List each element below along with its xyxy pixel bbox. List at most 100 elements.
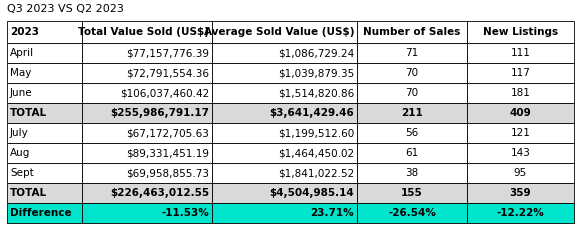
Bar	[212, 83, 357, 103]
Text: $1,514,820.86: $1,514,820.86	[278, 88, 354, 98]
Text: $69,958,855.73: $69,958,855.73	[126, 168, 209, 178]
Text: $106,037,460.42: $106,037,460.42	[120, 88, 209, 98]
Bar	[7, 43, 82, 63]
Text: New Listings: New Listings	[483, 27, 558, 37]
Bar	[82, 143, 212, 163]
Bar	[7, 163, 82, 183]
Bar	[467, 163, 574, 183]
Bar	[82, 183, 212, 203]
Text: $77,157,776.39: $77,157,776.39	[126, 48, 209, 58]
Bar	[7, 63, 82, 83]
Text: -12.22%: -12.22%	[496, 208, 544, 218]
Text: Average Sold Value (US$): Average Sold Value (US$)	[204, 27, 354, 37]
Text: 71: 71	[406, 48, 418, 58]
Text: 121: 121	[510, 128, 530, 138]
Text: $1,039,879.35: $1,039,879.35	[278, 68, 354, 78]
Bar	[7, 103, 82, 123]
Text: 359: 359	[510, 188, 531, 198]
Text: May: May	[10, 68, 31, 78]
Text: 155: 155	[401, 188, 423, 198]
Bar	[357, 43, 467, 63]
Bar	[357, 143, 467, 163]
Text: 143: 143	[510, 148, 530, 158]
Text: Difference: Difference	[10, 208, 72, 218]
Text: $226,463,012.55: $226,463,012.55	[110, 188, 209, 198]
Bar	[467, 123, 574, 143]
Bar	[82, 103, 212, 123]
Bar	[467, 143, 574, 163]
Bar	[82, 203, 212, 223]
Text: -26.54%: -26.54%	[388, 208, 436, 218]
Bar	[357, 203, 467, 223]
Bar	[7, 21, 82, 43]
Text: Q3 2023 VS Q2 2023: Q3 2023 VS Q2 2023	[7, 4, 124, 14]
Bar	[467, 103, 574, 123]
Text: TOTAL: TOTAL	[10, 108, 47, 118]
Text: Total Value Sold (US$): Total Value Sold (US$)	[78, 27, 209, 37]
Bar	[82, 163, 212, 183]
Bar	[212, 203, 357, 223]
Bar	[467, 63, 574, 83]
Bar	[357, 183, 467, 203]
Bar	[212, 123, 357, 143]
Bar	[467, 203, 574, 223]
Bar	[212, 163, 357, 183]
Text: Sept: Sept	[10, 168, 34, 178]
Text: $1,199,512.60: $1,199,512.60	[278, 128, 354, 138]
Text: $89,331,451.19: $89,331,451.19	[126, 148, 209, 158]
Text: 111: 111	[510, 48, 530, 58]
Bar	[82, 21, 212, 43]
Text: $3,641,429.46: $3,641,429.46	[269, 108, 354, 118]
Bar	[212, 103, 357, 123]
Text: 95: 95	[514, 168, 527, 178]
Bar	[7, 143, 82, 163]
Bar	[357, 63, 467, 83]
Bar	[357, 83, 467, 103]
Text: 70: 70	[406, 88, 418, 98]
Bar	[467, 83, 574, 103]
Text: $4,504,985.14: $4,504,985.14	[269, 188, 354, 198]
Text: Aug: Aug	[10, 148, 30, 158]
Text: April: April	[10, 48, 34, 58]
Bar	[82, 83, 212, 103]
Text: 61: 61	[406, 148, 418, 158]
Text: 38: 38	[406, 168, 418, 178]
Bar	[212, 183, 357, 203]
Bar	[357, 103, 467, 123]
Bar	[7, 123, 82, 143]
Bar	[82, 63, 212, 83]
Bar	[357, 21, 467, 43]
Bar	[467, 183, 574, 203]
Bar	[7, 83, 82, 103]
Text: 23.71%: 23.71%	[310, 208, 354, 218]
Bar	[357, 123, 467, 143]
Text: 117: 117	[510, 68, 530, 78]
Text: $67,172,705.63: $67,172,705.63	[126, 128, 209, 138]
Text: $1,464,450.02: $1,464,450.02	[278, 148, 354, 158]
Text: Number of Sales: Number of Sales	[363, 27, 461, 37]
Text: 56: 56	[406, 128, 418, 138]
Text: July: July	[10, 128, 29, 138]
Bar	[467, 21, 574, 43]
Bar	[212, 143, 357, 163]
Text: 409: 409	[510, 108, 531, 118]
Text: 181: 181	[510, 88, 530, 98]
Text: $1,841,022.52: $1,841,022.52	[278, 168, 354, 178]
Text: $72,791,554.36: $72,791,554.36	[126, 68, 209, 78]
Bar	[357, 163, 467, 183]
Bar	[467, 43, 574, 63]
Bar	[7, 183, 82, 203]
Bar	[7, 203, 82, 223]
Text: 2023: 2023	[10, 27, 39, 37]
Bar	[212, 43, 357, 63]
Text: $255,986,791.17: $255,986,791.17	[110, 108, 209, 118]
Text: TOTAL: TOTAL	[10, 188, 47, 198]
Text: 70: 70	[406, 68, 418, 78]
Bar	[212, 21, 357, 43]
Text: 211: 211	[401, 108, 423, 118]
Bar	[212, 63, 357, 83]
Text: $1,086,729.24: $1,086,729.24	[278, 48, 354, 58]
Bar	[82, 43, 212, 63]
Text: June: June	[10, 88, 33, 98]
Bar	[82, 123, 212, 143]
